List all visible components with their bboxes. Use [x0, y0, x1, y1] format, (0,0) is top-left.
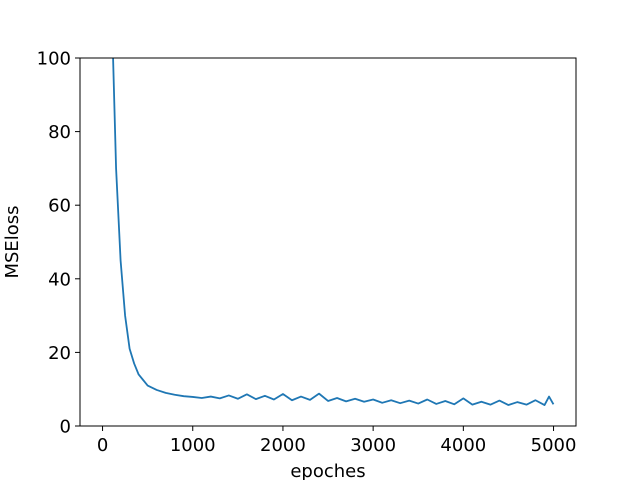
y-tick-label: 40	[48, 269, 71, 290]
y-tick-label: 0	[60, 417, 71, 438]
axes-frame	[79, 57, 577, 427]
y-axis-label: MSEloss	[2, 205, 23, 278]
x-tick-label: 5000	[531, 435, 577, 456]
y-tick-label: 100	[37, 49, 71, 70]
x-tick-label: 1000	[170, 435, 216, 456]
x-tick-label: 0	[97, 435, 108, 456]
x-tick-label: 3000	[350, 435, 396, 456]
y-tick-label: 80	[48, 122, 71, 143]
loss-line	[112, 58, 555, 406]
y-tick-label: 60	[48, 196, 71, 217]
y-tick-label: 20	[48, 343, 71, 364]
x-axis-label: epoches	[290, 461, 365, 480]
x-tick-label: 4000	[440, 435, 486, 456]
x-tick-label: 2000	[260, 435, 306, 456]
